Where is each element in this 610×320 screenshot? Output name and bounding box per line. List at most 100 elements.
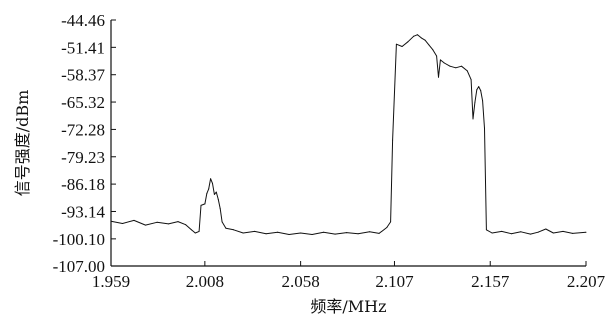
x-ticks: 1.959 2.008 2.058 2.107 2.157 2.207 [92,261,606,291]
data-point [491,232,493,234]
data-point [386,227,388,228]
data-point [300,232,302,234]
y-tick-label: -79.23 [61,148,105,167]
data-point [510,233,512,235]
data-point [210,178,212,180]
data-point [417,34,418,36]
data-point [311,234,313,235]
data-point [407,41,409,43]
data-point [585,231,587,233]
data-point [288,234,290,235]
data-point [198,230,200,232]
data-point [501,230,503,232]
y-tick-label: -72.28 [61,120,105,139]
data-point [439,59,441,61]
data-point [233,229,235,231]
x-tick-label: 2.107 [375,272,414,291]
data-point [478,86,480,88]
data-point [357,233,359,235]
data-point [323,231,325,233]
data-point [215,191,217,193]
data-point [265,233,267,235]
data-point [530,233,531,235]
data-point [206,193,208,195]
data-point [156,221,158,223]
y-tick-label: -100.10 [53,230,105,249]
x-tick-label: 1.959 [92,272,130,291]
data-point [485,229,487,231]
data-point [346,232,348,234]
data-point [537,231,539,233]
data-point [390,221,392,223]
data-point [208,188,210,190]
data-point [401,46,403,47]
data-point [168,223,169,225]
data-point [455,67,457,69]
x-tick-label: 2.008 [186,272,224,291]
data-point [484,127,485,129]
x-tick-label: 2.157 [471,272,510,291]
y-tick-label: -107.00 [53,257,105,276]
y-tick-label: -93.14 [61,202,105,221]
data-point [472,118,474,120]
series-line [110,34,587,235]
data-point [217,199,219,200]
data-point [221,221,223,223]
data-point [369,231,371,233]
data-point [200,204,202,206]
y-tick-label: -86.18 [61,175,105,194]
data-point [461,65,462,67]
data-point [122,223,123,224]
data-point [213,193,215,195]
data-point [520,231,522,233]
data-point [545,228,547,230]
data-point [413,35,415,37]
data-point [110,220,112,222]
data-point [242,232,244,234]
series [110,34,587,235]
x-tick-label: 2.058 [281,272,319,291]
data-point [392,139,394,141]
data-point [185,224,187,226]
data-point [436,55,438,57]
data-point [443,62,445,64]
data-point [562,230,564,232]
data-point [277,231,279,233]
data-point [474,101,476,103]
data-point [204,203,206,205]
y-tick-label: -65.32 [61,93,105,112]
data-point [133,219,135,221]
data-point [572,232,574,234]
y-tick-label: -44.46 [61,11,105,30]
data-point [219,208,221,210]
data-point [428,44,430,46]
data-point [420,37,422,39]
data-point [480,90,482,92]
y-axis-title: 信号强度/dBm [13,90,32,197]
data-point [470,79,472,81]
data-point [466,70,468,72]
y-tick-label: -51.41 [61,38,105,57]
data-point [190,229,192,231]
data-point [212,182,213,184]
series-group [110,34,587,235]
data-point [177,221,179,223]
data-point [225,227,227,229]
y-ticks: -44.46 -51.41 -58.37 -65.32 -72.28 -79.23 -86.… [53,11,116,276]
data-point [145,224,146,226]
data-point [552,232,554,234]
y-tick-label: -58.37 [61,66,105,85]
data-point [482,100,484,102]
data-point [378,232,380,234]
data-point [334,233,336,235]
data-point [395,43,397,45]
data-point [449,65,451,67]
plot-area: 1.959 2.008 2.058 2.107 2.157 2.207 -44.46 -51… [53,11,606,291]
x-tick-label: 2.207 [567,272,606,291]
data-point [476,89,478,91]
data-point [438,76,439,78]
x-axis-title: 频率/MHz [310,297,386,316]
data-point [254,230,256,232]
data-point [424,39,426,41]
